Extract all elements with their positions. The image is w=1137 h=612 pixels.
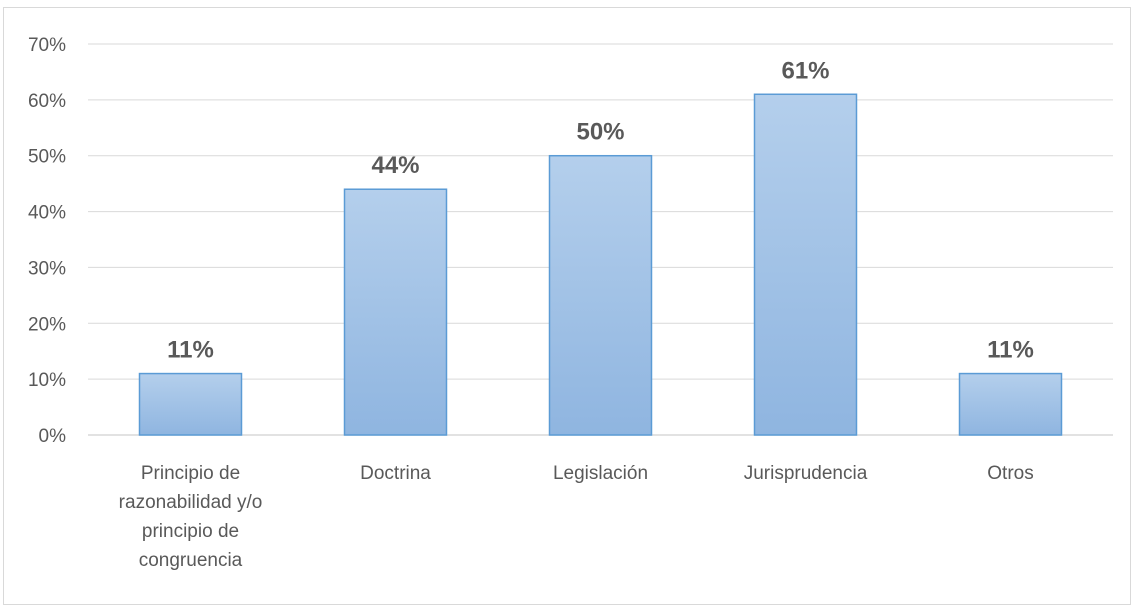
category-label: Doctrina [360,463,431,484]
bars [138,93,1063,436]
data-label: 11% [167,337,214,364]
y-tick-label: 70% [28,35,66,56]
data-label: 50% [576,119,624,146]
y-tick-label: 30% [28,258,66,279]
category-label: Principio de razonabilidad y/o principio d… [119,463,263,571]
bar [138,372,243,436]
data-label: 61% [781,57,829,84]
category-label: Otros [987,463,1033,484]
category-label-line: Otros [987,463,1033,484]
category-label-line: Doctrina [360,463,431,484]
data-label: 44% [371,152,419,179]
category-label-line: Legislación [553,463,648,484]
y-tick-label: 20% [28,314,66,335]
category-label-line: Jurisprudencia [744,463,868,484]
y-tick-label: 50% [28,147,66,168]
bar [958,372,1063,436]
y-tick-label: 40% [28,203,66,224]
category-label: Jurisprudencia [744,463,868,484]
x-axis-category-labels: Principio de razonabilidad y/o principio d… [119,463,1034,571]
y-tick-label: 0% [39,426,67,447]
y-tick-label: 60% [28,91,66,112]
bar [753,93,858,436]
data-labels: 11% 44% 50% 61% 11% [167,57,1034,363]
category-label-line: principio de [142,521,239,542]
bar [343,188,448,436]
data-label: 11% [987,337,1034,364]
category-label-line: razonabilidad y/o [119,492,263,513]
y-axis-tick-labels: 0% 10% 20% 30% 40% 50% 60% 70% [28,35,66,447]
category-label: Legislación [553,463,648,484]
category-label-line: Principio de [141,463,240,484]
y-tick-label: 10% [28,370,66,391]
category-label-line: congruencia [139,550,243,571]
bar [548,154,653,436]
